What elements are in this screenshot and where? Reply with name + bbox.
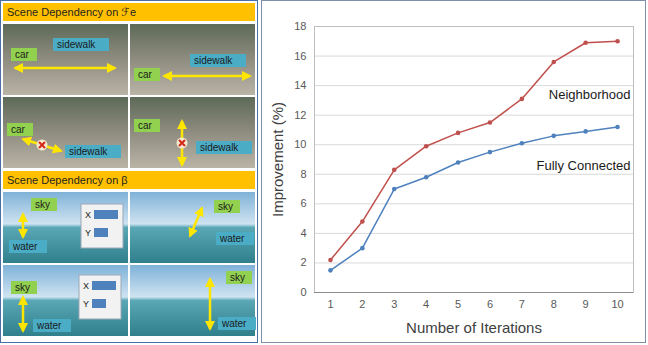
svg-text:car: car [138, 120, 153, 131]
svg-text:Scene Dependency on β: Scene Dependency on β [7, 174, 128, 186]
svg-text:2: 2 [300, 256, 306, 268]
svg-text:sky: sky [15, 282, 30, 293]
svg-text:Neighborhood: Neighborhood [549, 87, 631, 102]
svg-text:water: water [12, 241, 38, 252]
svg-text:sidewalk: sidewalk [200, 142, 239, 153]
svg-text:Scene Dependency on ℱe: Scene Dependency on ℱe [7, 6, 136, 18]
svg-text:18: 18 [294, 20, 306, 32]
svg-text:14: 14 [294, 79, 306, 91]
svg-text:9: 9 [583, 298, 589, 310]
svg-text:16: 16 [294, 50, 306, 62]
svg-text:sky: sky [35, 199, 50, 210]
svg-text:car: car [11, 124, 26, 135]
svg-text:X: X [83, 281, 89, 291]
svg-text:car: car [15, 49, 30, 60]
svg-text:Number of Iterations: Number of Iterations [406, 319, 542, 336]
svg-text:8: 8 [551, 298, 557, 310]
svg-text:Y: Y [85, 228, 91, 238]
svg-text:2: 2 [359, 298, 365, 310]
svg-text:0: 0 [300, 286, 306, 298]
svg-text:sidewalk: sidewalk [69, 146, 108, 157]
svg-text:X: X [85, 210, 91, 220]
svg-text:6: 6 [487, 298, 493, 310]
svg-text:5: 5 [455, 298, 461, 310]
svg-text:8: 8 [300, 168, 306, 180]
svg-text:3: 3 [391, 298, 397, 310]
svg-text:sky: sky [230, 272, 245, 283]
svg-text:Fully Connected: Fully Connected [537, 158, 631, 173]
svg-text:1: 1 [327, 298, 333, 310]
svg-text:sky: sky [218, 201, 233, 212]
svg-text:Improvement (%): Improvement (%) [269, 102, 286, 217]
svg-text:12: 12 [294, 109, 306, 121]
svg-text:4: 4 [300, 227, 306, 239]
svg-text:car: car [138, 69, 153, 80]
svg-text:10: 10 [294, 138, 306, 150]
svg-text:10: 10 [611, 298, 623, 310]
svg-text:water: water [219, 233, 245, 244]
svg-text:7: 7 [519, 298, 525, 310]
svg-text:6: 6 [300, 197, 306, 209]
svg-text:Y: Y [83, 299, 89, 309]
svg-text:water: water [36, 320, 62, 331]
svg-text:sidewalk: sidewalk [194, 55, 233, 66]
svg-text:sidewalk: sidewalk [57, 39, 96, 50]
svg-text:water: water [221, 318, 247, 329]
svg-text:4: 4 [423, 298, 429, 310]
